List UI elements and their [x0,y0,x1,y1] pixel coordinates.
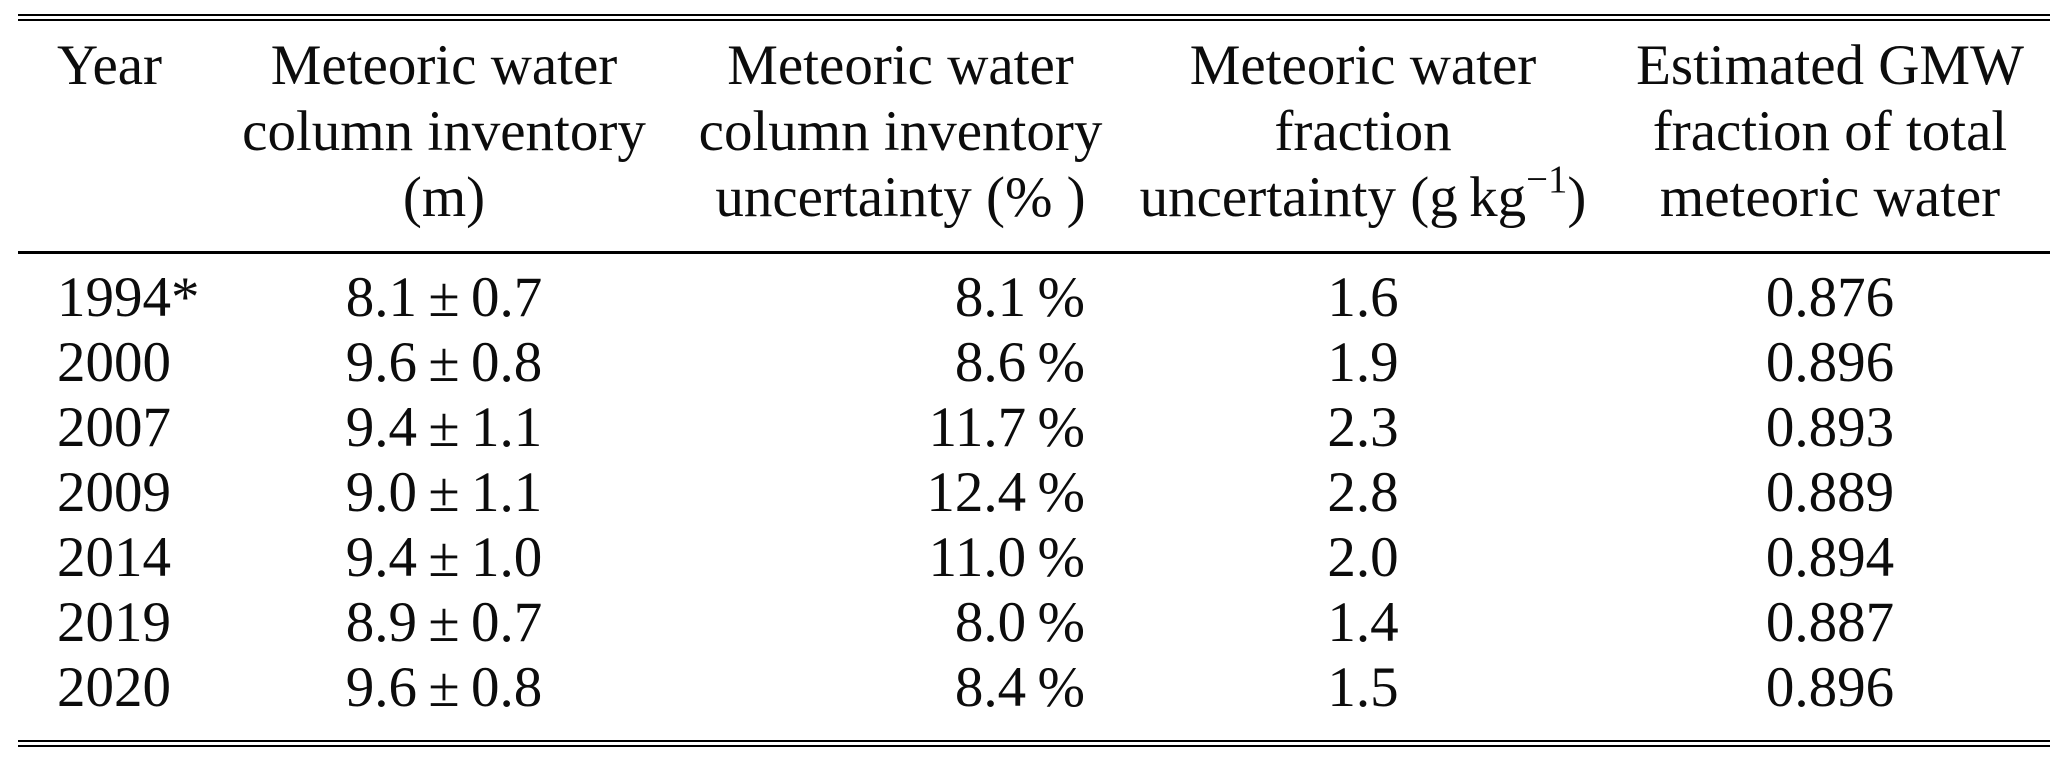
header-line: fraction [1274,100,1452,163]
gmw-fraction-cell: 0.894 [1765,526,1895,589]
year-cell: 2014 [57,526,171,589]
inventory-cell: 9.4 ± 1.1 [345,396,543,459]
gmw-fraction-cell: 0.896 [1765,331,1895,394]
inventory-uncertainty-cell: 8.6 % [954,331,1085,394]
table-row: 2020 9.6 ± 0.8 8.4 % 1.5 0.896 [18,655,2050,744]
header-line: column inventory [242,100,646,163]
column-header-inventory: Meteoric water column inventory (m) [203,17,685,254]
year-cell: 2000 [57,331,171,394]
year-cell: 2020 [57,656,171,719]
inventory-uncertainty-cell: 8.1 % [954,266,1085,329]
year-cell: 2019 [57,591,171,654]
table-header: Year Meteoric water column inventory (m)… [18,17,2050,254]
gmw-fraction-cell: 0.876 [1765,266,1895,329]
inventory-uncertainty-cell: 8.4 % [954,656,1085,719]
year-cell: 2007 [57,396,171,459]
year-cell: 1994* [57,266,200,329]
header-line: Meteoric water [727,34,1074,97]
header-line: Meteoric water [1189,34,1537,97]
header-line: meteoric water [1659,166,2001,229]
gmw-fraction-cell: 0.896 [1765,656,1895,719]
header-line: uncertainty (g kg−1) [1116,160,1610,231]
inventory-cell: 9.4 ± 1.0 [345,526,543,589]
inventory-cell: 9.6 ± 0.8 [345,656,543,719]
inventory-uncertainty-cell: 12.4 % [926,461,1085,524]
header-line: Meteoric water [270,34,618,97]
table-row: 2019 8.9 ± 0.7 8.0 % 1.4 0.887 [18,590,2050,655]
meteoric-water-table-wrapper: Year Meteoric water column inventory (m)… [18,14,2050,747]
table-row: 2009 9.0 ± 1.1 12.4 % 2.8 0.889 [18,460,2050,525]
column-header-inventory-uncertainty: Meteoric water column inventory uncertai… [685,17,1116,254]
header-line: (m) [402,166,486,229]
inventory-cell: 9.0 ± 1.1 [345,461,543,524]
header-row: Year Meteoric water column inventory (m)… [18,17,2050,254]
inventory-cell: 8.1 ± 0.7 [345,266,543,329]
gmw-fraction-cell: 0.889 [1765,461,1895,524]
table-body: 1994* 8.1 ± 0.7 8.1 % 1.6 0.876 2000 9.6… [18,253,2050,744]
header-line: Estimated GMW [1636,34,2024,97]
inventory-uncertainty-cell: 8.0 % [954,591,1085,654]
table-row: 2000 9.6 ± 0.8 8.6 % 1.9 0.896 [18,330,2050,395]
fraction-uncertainty-cell: 1.5 [1327,656,1399,719]
gmw-fraction-cell: 0.887 [1765,591,1895,654]
column-header-fraction-uncertainty: Meteoric water fraction uncertainty (g k… [1116,17,1610,254]
table-row: 1994* 8.1 ± 0.7 8.1 % 1.6 0.876 [18,253,2050,331]
header-line: uncertainty (% ) [715,166,1086,229]
inventory-uncertainty-cell: 11.7 % [928,396,1085,459]
column-header-year: Year [18,17,203,254]
table-row: 2007 9.4 ± 1.1 11.7 % 2.3 0.893 [18,395,2050,460]
header-line: column inventory [698,100,1103,163]
column-header-gmw-fraction: Estimated GMW fraction of total meteoric… [1610,17,2050,254]
fraction-uncertainty-cell: 1.4 [1327,591,1399,654]
fraction-uncertainty-cell: 2.8 [1327,461,1399,524]
gmw-fraction-cell: 0.893 [1765,396,1895,459]
header-line: fraction of total [1652,100,2008,163]
unit-superscript: −1 [1526,158,1568,202]
fraction-uncertainty-cell: 2.0 [1327,526,1399,589]
inventory-cell: 9.6 ± 0.8 [345,331,543,394]
header-line: Year [57,34,163,97]
meteoric-water-table: Year Meteoric water column inventory (m)… [18,14,2050,747]
inventory-uncertainty-cell: 11.0 % [928,526,1085,589]
unit-suffix: ) [1567,166,1587,229]
unit-prefix: uncertainty (g kg [1139,166,1527,229]
table-row: 2014 9.4 ± 1.0 11.0 % 2.0 0.894 [18,525,2050,590]
inventory-cell: 8.9 ± 0.7 [345,591,543,654]
fraction-uncertainty-cell: 1.9 [1327,331,1399,394]
fraction-uncertainty-cell: 1.6 [1327,266,1399,329]
year-cell: 2009 [57,461,171,524]
fraction-uncertainty-cell: 2.3 [1327,396,1399,459]
